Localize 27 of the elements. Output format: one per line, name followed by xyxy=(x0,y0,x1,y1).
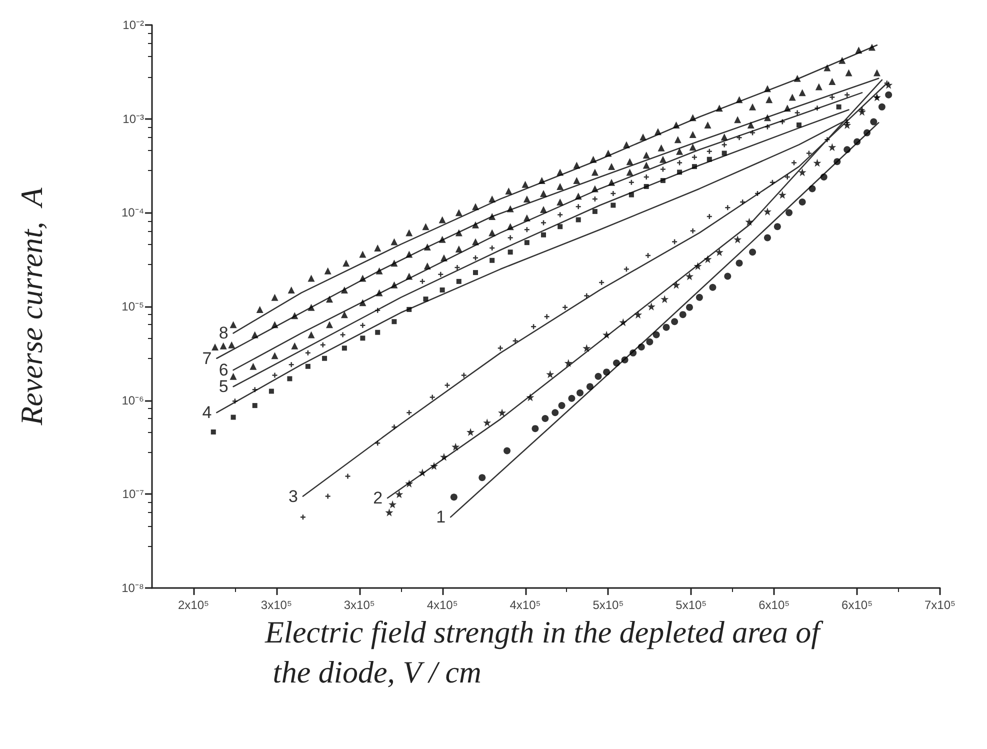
x-tick-label: 4x10⁵ xyxy=(426,598,458,612)
series-label: 1 xyxy=(436,508,446,527)
y-tick-label: 10⁻⁶ xyxy=(122,393,144,408)
x-tick-label: 7x10⁵ xyxy=(924,598,956,612)
series-label: 4 xyxy=(202,403,212,422)
y-tick-label: 10⁻⁴ xyxy=(121,206,144,220)
x-tick-label: 3x10⁵ xyxy=(260,598,292,612)
series-label: 6 xyxy=(218,360,228,380)
x-tick-label: 3x10⁵ xyxy=(344,598,375,612)
series-label: 2 xyxy=(373,488,383,508)
series-label: 7 xyxy=(202,348,212,368)
x-tick-label: 6x10⁵ xyxy=(758,598,790,612)
series-label: 5 xyxy=(218,377,228,396)
x-tick-label: 5x10⁵ xyxy=(592,598,624,612)
x-tick-label: 6x10⁵ xyxy=(842,598,873,612)
series-label: 3 xyxy=(288,486,298,506)
y-tick-label: 10⁻⁷ xyxy=(122,487,144,502)
y-tick-label: 10⁻⁸ xyxy=(122,581,144,595)
y-tick-label: 10⁻² xyxy=(122,18,144,32)
y-axis-title: Reverse current, A xyxy=(14,186,49,426)
series-label: 8 xyxy=(218,324,228,343)
x-axis-title: Electric field strength in the depleted area of the diode, V / cm xyxy=(264,614,824,690)
y-tick-label: 10⁻³ xyxy=(122,112,144,126)
x-tick-label: 4x10⁵ xyxy=(510,598,541,612)
x-tick-label: 5x10⁵ xyxy=(676,598,707,612)
y-tick-label: 10⁻⁵ xyxy=(122,300,144,314)
x-tick-label: 2x10⁵ xyxy=(178,598,209,612)
